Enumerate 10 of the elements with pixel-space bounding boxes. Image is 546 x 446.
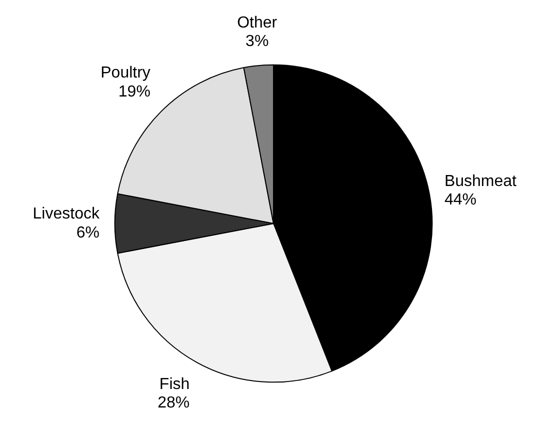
slice-label: Livestock — [32, 206, 100, 223]
data-label: 44% — [444, 192, 476, 209]
data-label: 19% — [118, 83, 150, 100]
slice-label: Other — [237, 14, 278, 32]
slice-label: Poultry — [100, 64, 150, 82]
data-label: 28% — [158, 394, 190, 412]
data-label: 6% — [76, 224, 100, 242]
slice-label: Bushmeat — [444, 173, 518, 190]
data-label: 3% — [246, 33, 269, 50]
slice-label: Fish — [159, 376, 190, 394]
